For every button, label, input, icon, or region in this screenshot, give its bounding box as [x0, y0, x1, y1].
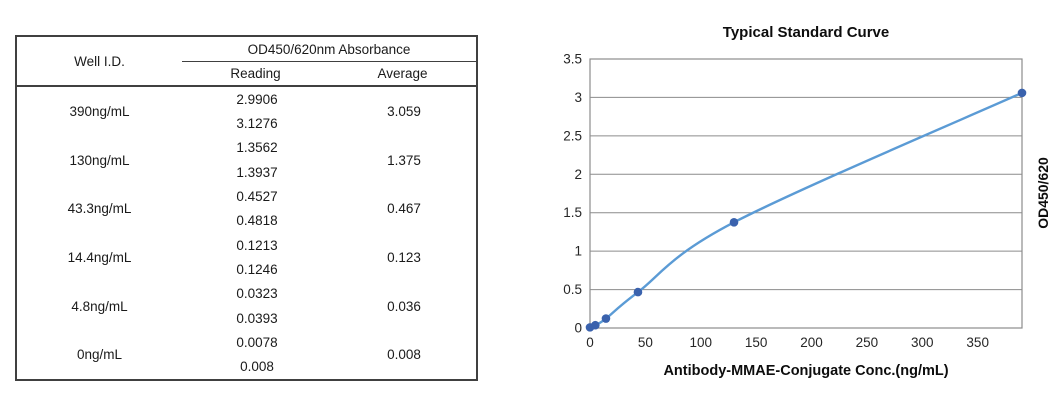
y-tick-label: 1 [574, 244, 582, 259]
reading-value: 0.1246 [236, 262, 278, 278]
table-header: Well I.D. OD450/620nm Absorbance Reading… [17, 37, 476, 87]
reading-value: 3.1276 [236, 116, 278, 132]
reading-value: 1.3562 [236, 140, 278, 156]
reading-header: Reading [230, 66, 281, 81]
data-point-marker [601, 314, 611, 323]
y-tick-label: 1.5 [563, 205, 582, 220]
average-cell: 0.123 [387, 249, 421, 265]
table-row: 130ng/mL 1.3562 1.3937 1.375 [17, 136, 476, 185]
reading-cell: 2.9906 3.1276 [182, 87, 332, 136]
reading-cell: 0.0078 0.008 [182, 330, 332, 379]
data-point-marker [729, 218, 739, 227]
average-cell: 0.008 [387, 347, 421, 363]
average-cell: 0.467 [387, 201, 421, 217]
reading-value: 1.3937 [236, 164, 278, 180]
data-point-marker [1017, 88, 1027, 98]
y-tick-label: 0.5 [563, 282, 582, 297]
data-point-marker [591, 320, 600, 330]
table-row: 14.4ng/mL 0.1213 0.1246 0.123 [17, 233, 476, 282]
plot-border [589, 58, 1023, 329]
x-tick-label: 50 [638, 335, 653, 350]
sub-header-row: Reading Average [182, 62, 476, 85]
reading-value: 0.4818 [236, 213, 278, 229]
standard-curve-plot: 0 0.5 1 1.5 2 2.5 3 3.5 0 50 100 150 200 250 300 350 [563, 52, 1027, 350]
y-tick-label: 2.5 [563, 128, 582, 143]
table-row: 0ng/mL 0.0078 0.008 0.008 [17, 330, 476, 379]
y-tick-label: 0 [574, 321, 582, 336]
reading-value: 2.9906 [236, 91, 278, 107]
y-tick-label: 2 [574, 167, 582, 182]
x-axis-title: Antibody-MMAE-Conjugate Conc.(ng/mL) [663, 363, 949, 379]
reading-value: 0.0393 [236, 310, 278, 326]
well-id-cell: 130ng/mL [69, 152, 130, 168]
y-tick-label: 3 [574, 90, 582, 105]
reading-value: 0.1213 [236, 237, 278, 253]
standard-curve-chart: Typical Standard Curve OD450/620 0 0.5 1 1.… [500, 0, 1052, 409]
reading-value: 0.4527 [236, 189, 278, 205]
absorbance-table: Well I.D. OD450/620nm Absorbance Reading… [15, 35, 478, 381]
x-tick-label: 200 [800, 335, 823, 350]
standard-curve-line [588, 91, 1024, 329]
reading-value: 0.008 [240, 359, 274, 375]
data-point-marker [633, 287, 643, 297]
well-id-cell: 43.3ng/mL [67, 201, 132, 217]
reading-cell: 1.3562 1.3937 [182, 136, 332, 185]
absorbance-group-header: OD450/620nm Absorbance [182, 37, 476, 62]
x-tick-label: 0 [586, 335, 594, 350]
x-tick-label: 250 [856, 335, 879, 350]
x-tick-label: 300 [911, 335, 934, 350]
well-id-cell: 0ng/mL [76, 347, 123, 363]
well-id-header: Well I.D. [74, 53, 125, 69]
x-tick-label: 350 [966, 335, 989, 350]
reading-value: 0.0078 [236, 335, 278, 351]
reading-cell: 0.0323 0.0393 [182, 282, 332, 331]
well-id-cell: 390ng/mL [69, 103, 130, 119]
well-id-cell: 14.4ng/mL [67, 249, 132, 265]
average-cell: 1.375 [387, 152, 421, 168]
reading-cell: 0.1213 0.1246 [182, 233, 332, 282]
absorbance-header-group: OD450/620nm Absorbance Reading Average [182, 37, 476, 85]
y-tick-label: 3.5 [563, 52, 582, 67]
x-tick-label: 150 [745, 335, 768, 350]
average-cell: 0.036 [387, 298, 421, 314]
reading-value: 0.0323 [236, 286, 278, 302]
average-cell: 3.059 [387, 103, 421, 119]
table-row: 43.3ng/mL 0.4527 0.4818 0.467 [17, 184, 476, 233]
average-header: Average [377, 66, 428, 81]
reading-cell: 0.4527 0.4818 [182, 184, 332, 233]
chart-title: Typical Standard Curve [722, 24, 890, 41]
well-id-cell: 4.8ng/mL [71, 298, 128, 314]
table-body: 390ng/mL 2.9906 3.1276 3.059 130ng/mL 1.… [17, 87, 476, 379]
table-row: 390ng/mL 2.9906 3.1276 3.059 [17, 87, 476, 136]
x-tick-label: 100 [690, 335, 713, 350]
table-row: 4.8ng/mL 0.0323 0.0393 0.036 [17, 282, 476, 331]
